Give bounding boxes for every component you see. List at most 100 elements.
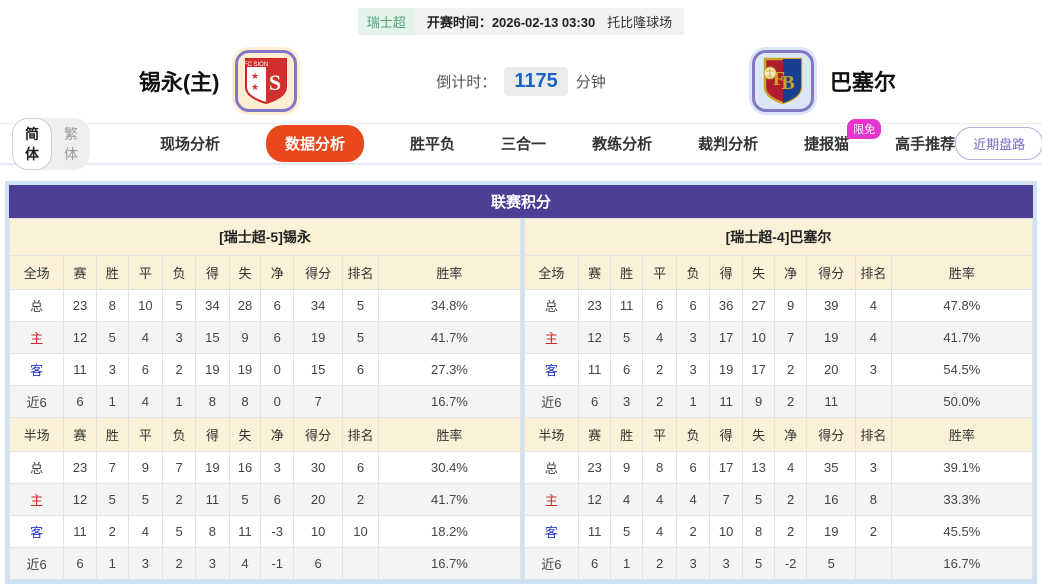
column-header: 净 [773,417,808,452]
table-cell [342,385,379,418]
table-cell: 19 [806,321,857,354]
table-cell: 4 [676,483,710,516]
table-cell: 4 [127,321,164,354]
table-cell: 19 [194,353,230,386]
column-header: 得分 [806,417,857,452]
row-label: 总 [8,289,65,322]
tab-coach-analysis[interactable]: 教练分析 [592,136,653,153]
row-label: 总 [524,451,579,484]
table-cell: 11 [610,289,643,322]
table-cell: 1 [162,385,196,418]
table-cell: 7 [773,321,808,354]
table-cell: 20 [293,483,344,516]
column-header: 失 [742,255,775,290]
table-cell: 3 [194,547,230,580]
table-cell: 4 [610,483,643,516]
table-cell: 3 [676,353,710,386]
table-cell: 5 [162,289,196,322]
column-header: 负 [676,255,710,290]
column-header: 半场 [8,417,65,452]
recent-trends-button[interactable]: 近期盘路 [955,127,1042,160]
table-cell: 16.7% [377,385,522,418]
column-header: 净 [260,255,295,290]
svg-text:★: ★ [251,71,259,81]
table-cell: 19 [194,451,230,484]
table-cell: 8 [194,515,230,548]
tab-data-analysis[interactable]: 数据分析 [266,125,365,162]
column-header: 胜率 [377,417,522,452]
table-cell: 17 [742,353,775,386]
table-cell: 12 [63,483,97,516]
table-cell: 4 [855,321,892,354]
table-cell: 10 [293,515,344,548]
table-cell: 13 [742,451,775,484]
lang-traditional[interactable]: 繁体 [64,125,78,162]
column-header: 平 [127,417,164,452]
table-row: 总 23 8 10 5 34 28 6 34 5 34.8% [8,289,522,322]
nav-tabs: 现场分析 数据分析 胜平负 三合一 教练分析 裁判分析 捷报猫 限免 高手推荐 [160,119,956,162]
language-toggle: 简体 繁体 [12,117,90,170]
panel-title: 联赛积分 [9,185,1033,218]
table-cell: 5 [342,321,379,354]
column-header: 胜 [95,255,129,290]
column-header: 赛 [63,417,97,452]
table-cell: 3 [162,321,196,354]
table-cell: 12 [577,483,612,516]
column-header: 净 [773,255,808,290]
column-header: 赛 [577,255,612,290]
home-fulltime-header: 全场赛胜平负得失净得分 排名 胜率 [8,255,522,290]
tab-three-in-one[interactable]: 三合一 [501,136,547,153]
league-badge: 瑞士超 [357,8,415,35]
countdown-label: 倒计时： [436,73,497,91]
away-team-logo-icon: F B [751,50,814,112]
table-cell: 6 [577,385,612,418]
table-cell: 10 [708,515,744,548]
svg-text:FC SION: FC SION [244,62,268,68]
away-halftime-header: 半场赛胜平负得失净得分 排名 胜率 [524,417,1034,452]
table-cell: 15 [293,353,344,386]
table-cell: 19 [708,353,744,386]
away-table-title: [瑞士超-4]巴塞尔 [524,218,1033,256]
table-cell: 16 [806,483,857,516]
table-row: 客 11 6 2 3 19 17 2 20 3 54.5% [524,353,1034,386]
column-header: 净 [260,417,295,452]
tab-live-analysis[interactable]: 现场分析 [160,136,221,153]
table-row: 近6 6 3 2 1 11 9 2 11 50.0% [524,385,1034,418]
table-cell: 5 [162,515,196,548]
venue-name: 托比隆球场 [607,15,673,30]
fc-basel-crest-icon: F B [763,57,803,105]
table-cell: 3 [855,353,892,386]
lang-simplified[interactable]: 简体 [12,117,52,170]
table-row: 客 11 5 4 2 10 8 2 19 2 45.5% [524,515,1034,548]
column-header: 得 [194,255,230,290]
column-header: 得 [708,417,744,452]
tab-win-draw-lose[interactable]: 胜平负 [410,136,456,153]
row-label: 近6 [524,385,579,418]
table-cell: 30.4% [377,451,522,484]
column-header: 胜率 [890,255,1034,290]
table-cell: 4 [641,321,678,354]
table-cell: 34 [293,289,344,322]
table-cell: 23 [577,451,612,484]
column-header: 全场 [8,255,65,290]
column-header: 负 [162,417,196,452]
tab-expert-picks[interactable]: 高手推荐 [895,136,956,153]
tab-referee-analysis[interactable]: 裁判分析 [698,136,759,153]
table-cell: 19 [228,353,262,386]
table-cell: 16 [228,451,262,484]
tab-jiebao-cat-label: 捷报猫 [804,136,850,153]
column-header: 胜 [610,255,643,290]
table-cell: 2 [641,353,678,386]
row-label: 客 [524,515,579,548]
table-cell: 3 [676,321,710,354]
tab-jiebao-cat[interactable]: 捷报猫 限免 [804,119,882,154]
table-cell: 3 [95,353,129,386]
table-cell: 8 [742,515,775,548]
table-cell: 8 [855,483,892,516]
table-cell: 4 [641,483,678,516]
table-cell: 11 [228,515,262,548]
table-cell: 41.7% [377,321,522,354]
table-row: 总 23 9 8 6 17 13 4 35 3 39.1% [524,451,1034,484]
table-cell: 11 [577,515,612,548]
table-cell: 11 [194,483,230,516]
